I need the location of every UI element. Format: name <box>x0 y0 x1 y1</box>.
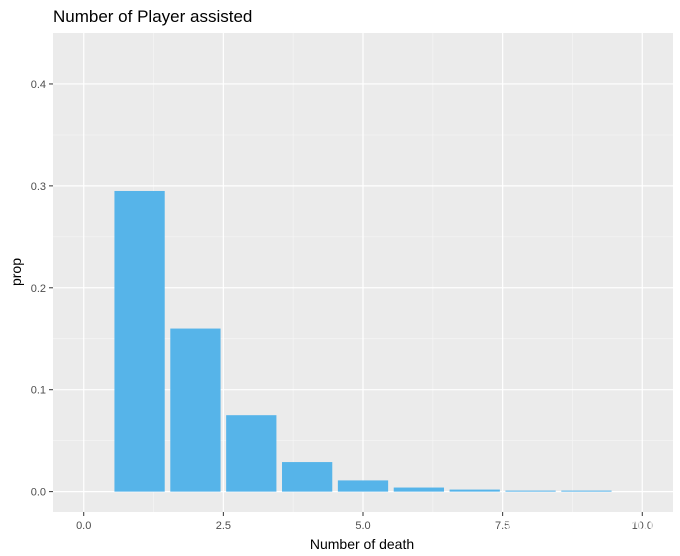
y-tick-label: 0.2 <box>31 283 46 295</box>
bar-3 <box>226 415 277 492</box>
y-tick-label: 0.1 <box>31 385 46 397</box>
bar-6 <box>393 487 444 492</box>
bar-9 <box>561 490 612 492</box>
x-tick-label: 0.0 <box>76 520 91 532</box>
watermark: 知乎 @baekhyun <box>504 513 661 535</box>
x-tick-label: 10.0 <box>632 520 653 532</box>
bar-8 <box>505 490 556 492</box>
x-axis: 0.0 2.5 5.0 7.5 10.0 <box>76 512 653 532</box>
y-axis-title: prop <box>8 258 24 286</box>
y-tick-label: 0.4 <box>31 79 46 91</box>
bar-5 <box>337 480 389 492</box>
chart-title: Number of Player assisted <box>53 7 252 26</box>
x-tick-label: 5.0 <box>355 520 370 532</box>
bar-1 <box>114 190 165 492</box>
y-axis: 0.0 0.1 0.2 0.3 0.4 <box>31 79 53 499</box>
bar-2 <box>170 328 221 492</box>
bar-7 <box>449 489 500 492</box>
x-tick-label: 7.5 <box>495 520 510 532</box>
bars <box>114 190 612 492</box>
x-tick-label: 2.5 <box>216 520 231 532</box>
x-axis-title: Number of death <box>310 536 414 552</box>
y-tick-label: 0.0 <box>31 487 46 499</box>
bar-4 <box>282 462 333 492</box>
y-tick-label: 0.3 <box>31 181 46 193</box>
